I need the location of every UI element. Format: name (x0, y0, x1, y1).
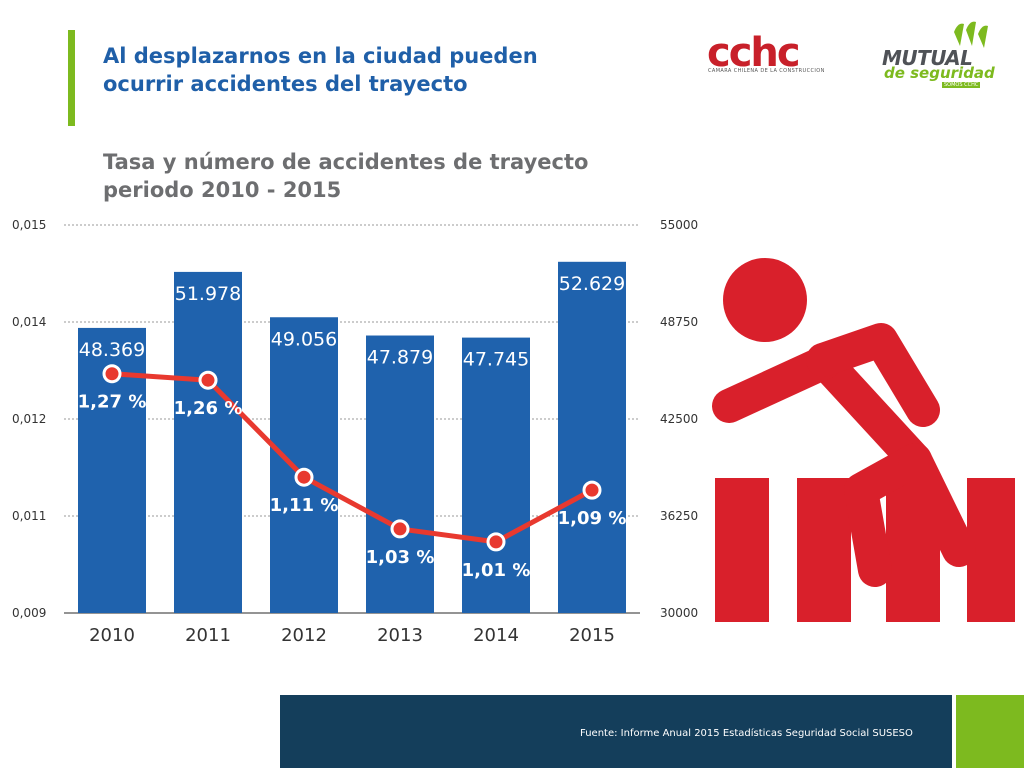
mutual-logo (954, 21, 988, 48)
rate-label: 1,03 % (366, 547, 435, 568)
footer-band (280, 695, 952, 768)
x-tick-label: 2012 (281, 625, 327, 646)
chart-grid (64, 224, 640, 614)
accent-bar (68, 30, 75, 126)
rate-point (294, 467, 314, 487)
mutual-logo-title: MUTUAL (882, 46, 973, 70)
y-right-tick-label: 30000 (660, 606, 698, 620)
y-left-tick-label: 0,014 (12, 315, 46, 329)
bar (174, 271, 242, 613)
rate-line (111, 371, 594, 545)
rate-label: 1,01 % (462, 560, 531, 581)
rate-point (102, 364, 122, 384)
chart-ticks: 0,009 30000 0,011 36250 0,012 42500 0,014 48750… (12, 218, 698, 646)
y-right-tick-label: 48750 (660, 315, 698, 329)
mutual-logo-subtitle: de seguridad (884, 64, 995, 82)
source-note: Fuente: Informe Anual 2015 Estadísticas … (580, 728, 913, 739)
rate-point (390, 519, 410, 539)
chart-bars: 48.369 51.978 49.056 47.879 47.745 52.629 (78, 261, 626, 613)
bar-value-label: 51.978 (175, 283, 241, 305)
rate-point (582, 480, 602, 500)
chart-title: Tasa y número de accidentes de trayecto … (103, 150, 589, 202)
y-right-tick-label: 36250 (660, 509, 698, 523)
y-left-tick-label: 0,012 (12, 412, 46, 426)
x-tick-label: 2013 (377, 625, 423, 646)
rate-point (198, 370, 218, 390)
footer-slant (0, 695, 300, 768)
y-left-tick-label: 0,011 (12, 509, 46, 523)
bar (462, 337, 530, 613)
bar (366, 335, 434, 613)
page-title: Al desplazarnos en la ciudad pueden ocur… (103, 44, 538, 96)
bar-value-label: 47.879 (367, 347, 433, 369)
cchc-logo-subtitle: CAMARA CHILENA DE LA CONSTRUCCION (708, 68, 825, 74)
y-left-tick-label: 0,009 (12, 606, 46, 620)
rate-point (486, 532, 506, 552)
x-tick-label: 2015 (569, 625, 615, 646)
rate-label: 1,09 % (558, 508, 627, 529)
x-tick-label: 2010 (89, 625, 135, 646)
x-tick-label: 2011 (185, 625, 231, 646)
cchc-logo: cchc (707, 30, 801, 76)
chart-line: 1,27 % 1,26 % 1,11 % 1,03 % 1,01 % 1,09 % (78, 364, 627, 581)
footer-divider (952, 695, 956, 768)
y-right-tick-label: 55000 (660, 218, 698, 232)
rate-label: 1,11 % (270, 495, 339, 516)
pedestrian-crosswalk-icon (712, 258, 1015, 622)
bar (270, 317, 338, 613)
rate-label: 1,26 % (174, 398, 243, 419)
bar-value-label: 52.629 (559, 273, 625, 295)
accidents-chart: 48.369 51.978 49.056 47.879 47.745 52.629 1,2… (12, 218, 698, 646)
cchc-logo-text: cchc (707, 30, 799, 76)
footer-accent (956, 695, 1024, 768)
mutual-logo-tag: SOMOS CCHC (942, 82, 981, 88)
y-right-tick-label: 42500 (660, 412, 698, 426)
bar-value-label: 48.369 (79, 339, 145, 361)
y-left-tick-label: 0,015 (12, 218, 46, 232)
x-tick-label: 2014 (473, 625, 519, 646)
bar-value-label: 49.056 (271, 328, 337, 350)
bar-value-label: 47.745 (463, 349, 529, 371)
rate-label: 1,27 % (78, 392, 147, 413)
bar (558, 261, 626, 613)
